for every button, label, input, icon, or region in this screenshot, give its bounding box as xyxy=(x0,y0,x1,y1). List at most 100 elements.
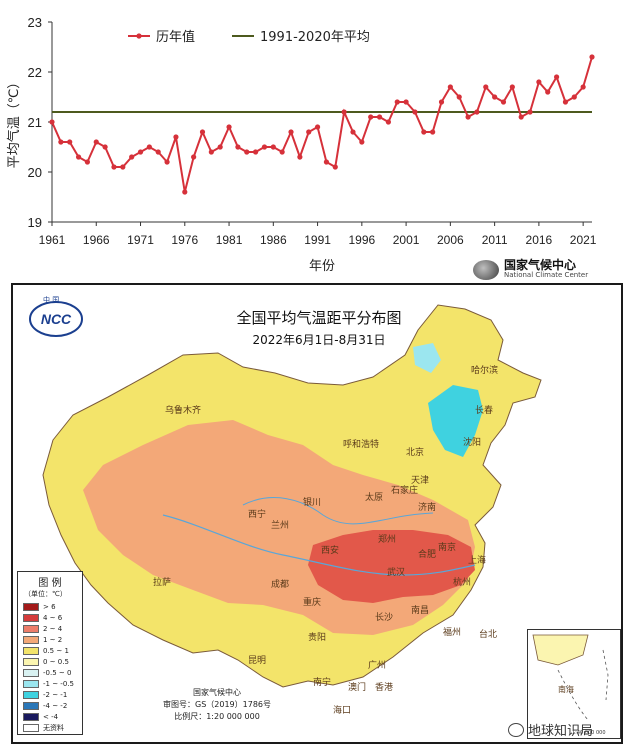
legend-label: 2 ~ 4 xyxy=(43,624,63,633)
data-point xyxy=(261,144,268,150)
x-tick-label: 1986 xyxy=(260,233,287,247)
data-point xyxy=(438,99,445,105)
data-point xyxy=(279,149,285,155)
x-tick-label: 1981 xyxy=(216,233,243,247)
city-label: 拉萨 xyxy=(153,578,172,588)
city-label: 昆明 xyxy=(248,656,267,666)
y-tick-label: 20 xyxy=(28,165,42,180)
data-point xyxy=(562,99,569,105)
data-point xyxy=(359,139,365,145)
data-point xyxy=(146,144,152,150)
city-label: 乌鲁木齐 xyxy=(165,406,202,416)
data-point xyxy=(376,114,383,120)
data-point xyxy=(571,94,577,100)
data-point xyxy=(553,74,560,80)
legend-item: 无资料 xyxy=(23,722,82,733)
x-tick-label: 1976 xyxy=(171,233,198,247)
ncc-map-logo: NCC xyxy=(27,297,85,339)
map-hot-core xyxy=(308,530,475,603)
legend-item: -2 ~ -1 xyxy=(23,689,82,700)
legend-label: 1 ~ 2 xyxy=(43,635,63,644)
city-label: 哈尔滨 xyxy=(471,366,499,376)
data-point xyxy=(49,119,55,125)
data-point xyxy=(492,94,498,100)
legend-label: 0.5 ~ 1 xyxy=(43,646,69,655)
x-tick-label: 1996 xyxy=(348,233,375,247)
data-point xyxy=(93,139,99,145)
legend-swatch xyxy=(23,646,39,655)
south-china-sea-inset: 南海 1:40 000 000 xyxy=(527,629,621,739)
legend-label: > 6 xyxy=(43,602,56,611)
anomaly-map-panel: NCC 中 国 全国平均气温距平分布图 2022年6月1日-8月31日 哈尔滨长… xyxy=(11,283,623,744)
data-point xyxy=(368,114,374,120)
data-point xyxy=(155,149,161,155)
legend-marker-annual xyxy=(136,33,142,39)
x-tick-label: 2016 xyxy=(526,233,553,247)
data-point xyxy=(297,154,303,160)
data-point xyxy=(244,149,250,155)
footer-scale: 比例尺：1:20 000 000 xyxy=(174,712,260,721)
data-point xyxy=(306,129,312,135)
watermark-text: 地球知识局 xyxy=(528,724,594,739)
city-label: 广州 xyxy=(368,661,387,671)
data-point xyxy=(226,124,232,130)
legend-label: 4 ~ 6 xyxy=(43,613,63,622)
legend-label: 无资料 xyxy=(43,723,64,732)
legend-label: -1 ~ -0.5 xyxy=(43,679,74,688)
data-point xyxy=(253,149,259,155)
legend-swatch xyxy=(23,690,39,699)
legend-item: -0.5 ~ 0 xyxy=(23,667,82,678)
china-anomaly-map xyxy=(42,304,542,688)
city-label: 澳门 xyxy=(348,683,367,693)
globe-icon xyxy=(473,259,499,280)
city-label: 合肥 xyxy=(418,550,437,560)
data-point xyxy=(527,109,533,115)
data-point xyxy=(164,159,170,165)
city-label: 西安 xyxy=(321,546,340,556)
ncc-logo-top-text: 中 国 xyxy=(43,296,60,304)
legend-swatch xyxy=(23,657,39,666)
y-axis-label: 平均气温（℃） xyxy=(6,76,22,169)
data-point xyxy=(323,159,330,165)
inset-label: 南海 xyxy=(558,684,574,694)
x-tick-label: 1966 xyxy=(83,233,110,247)
city-label: 呼和浩特 xyxy=(343,440,380,450)
legend-label: -4 ~ -2 xyxy=(43,701,68,710)
city-label: 兰州 xyxy=(271,521,290,531)
legend-item: -1 ~ -0.5 xyxy=(23,678,82,689)
legend-swatch xyxy=(23,679,39,688)
legend-label: 0 ~ 0.5 xyxy=(43,657,69,666)
data-point xyxy=(270,144,276,150)
city-label: 北京 xyxy=(406,448,425,458)
data-point xyxy=(500,99,507,105)
data-point xyxy=(545,89,551,95)
data-point xyxy=(129,154,135,160)
data-point xyxy=(589,54,595,60)
legend-swatch xyxy=(23,624,39,633)
data-point xyxy=(137,149,144,155)
data-point xyxy=(509,84,515,90)
ncc-logo-text: NCC xyxy=(41,311,72,327)
data-point xyxy=(412,109,418,115)
map-legend: 图 例 （单位：℃） > 6 4 ~ 6 2 ~ 4 1 ~ 2 0.5 ~ 1 0 ~ … xyxy=(17,571,83,735)
data-point xyxy=(456,94,462,100)
data-point xyxy=(111,164,117,170)
data-point xyxy=(208,149,214,155)
ncc-logo-en: National Climate Center xyxy=(504,271,589,279)
data-point xyxy=(350,129,356,135)
map-rivers xyxy=(162,514,476,576)
data-point xyxy=(483,84,489,90)
city-label: 香港 xyxy=(375,683,394,693)
data-point xyxy=(217,144,223,150)
legend-title: 图 例 xyxy=(38,578,62,589)
footer-agency: 国家气候中心 xyxy=(193,688,241,697)
data-point xyxy=(474,109,480,115)
legend-item: > 6 xyxy=(23,601,82,612)
legend-item: -4 ~ -2 xyxy=(23,700,82,711)
city-label: 沈阳 xyxy=(463,438,482,448)
city-label: 南京 xyxy=(438,543,457,553)
city-label: 南宁 xyxy=(313,678,332,688)
city-label: 长春 xyxy=(475,406,494,416)
ncc-logo-top: 国家气候中心 National Climate Center xyxy=(473,259,588,280)
